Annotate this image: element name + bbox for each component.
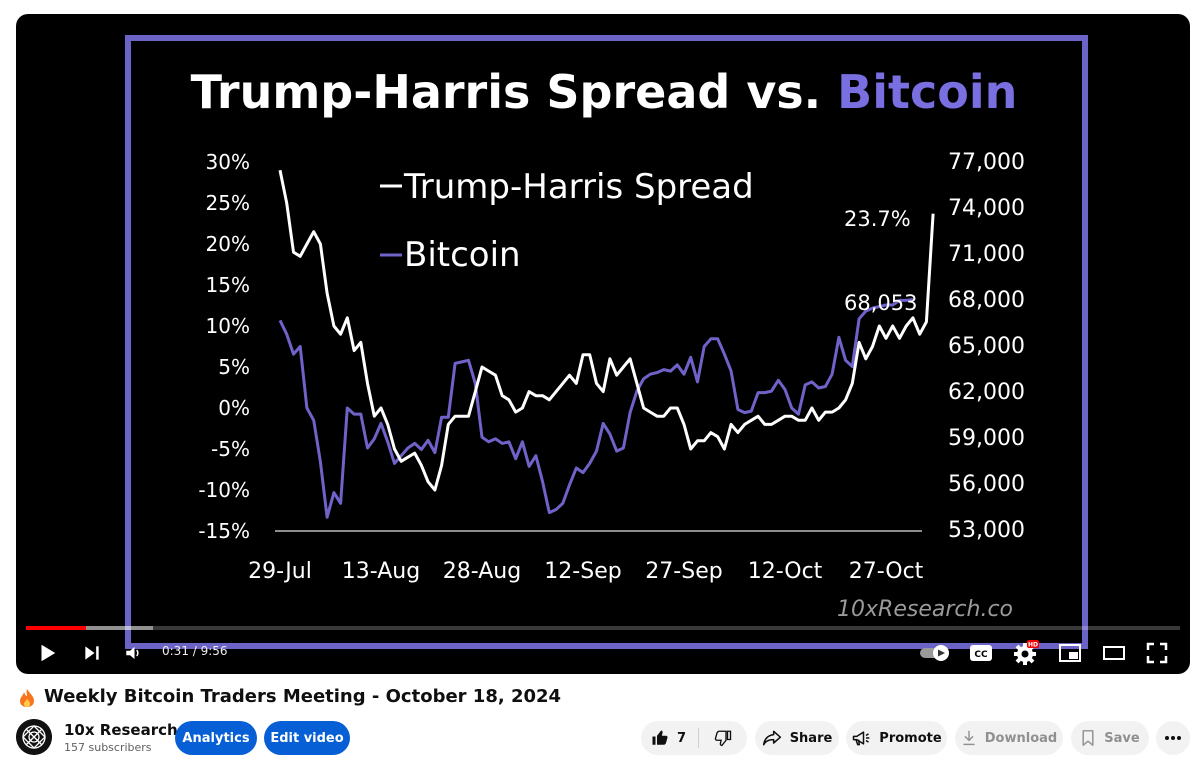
y-right-tick-label: 59,000 xyxy=(948,426,1025,451)
gear-icon: HD xyxy=(1014,640,1039,665)
y-axis-right: 77,000 74,000 71,000 68,000 65,000 62,000 59,0… xyxy=(948,150,1025,543)
thumbs-down-icon xyxy=(714,730,732,747)
svg-text:CC: CC xyxy=(974,650,988,660)
x-tick-label: 12-Oct xyxy=(748,559,823,584)
video-title: Weekly Bitcoin Traders Meeting - October… xyxy=(44,686,562,707)
y-left-tick-label: 15% xyxy=(206,273,250,297)
subscriber-count: 157 subscribers xyxy=(64,741,152,754)
skip-next-icon xyxy=(85,646,99,660)
share-label: Share xyxy=(789,730,833,746)
progress-bar[interactable] xyxy=(26,626,1180,630)
watermark: 10xResearch.co xyxy=(837,597,1013,622)
play-button[interactable] xyxy=(36,641,58,665)
bookmark-icon xyxy=(1082,730,1094,746)
settings-button[interactable]: HD xyxy=(1012,639,1040,667)
y-left-tick-label: -5% xyxy=(211,437,250,461)
fullscreen-button[interactable] xyxy=(1144,641,1170,665)
miniplayer-button[interactable] xyxy=(1056,641,1084,665)
fullscreen-icon xyxy=(1146,642,1168,664)
download-button[interactable]: Download xyxy=(955,721,1063,755)
autoplay-toggle-icon xyxy=(920,645,949,661)
cc-icon: CC xyxy=(970,645,992,661)
y-axis-left: 30% 25% 20% 15% 10% 5% 0% -5% -10% -15% xyxy=(198,150,250,543)
video-frame: Trump-Harris Spread vs. Bitcoin Trump-Ha… xyxy=(125,35,1088,649)
x-axis: 29-Jul 13-Aug 28-Aug 12-Sep 27-Sep 12-Oct 27-O… xyxy=(248,559,924,584)
autoplay-toggle[interactable] xyxy=(918,643,952,663)
fire-icon xyxy=(20,689,34,707)
legend-label-spread: Trump-Harris Spread xyxy=(403,167,754,207)
download-label: Download xyxy=(984,730,1058,746)
more-icon xyxy=(1165,736,1181,740)
series-line-bitcoin xyxy=(278,298,914,519)
volume-icon xyxy=(126,647,139,659)
download-icon xyxy=(963,730,975,746)
miniplayer-icon xyxy=(1059,644,1081,662)
x-tick-label: 28-Aug xyxy=(443,559,521,584)
y-left-tick-label: 25% xyxy=(206,191,250,215)
theater-mode-button[interactable] xyxy=(1100,641,1128,665)
share-icon xyxy=(762,730,781,746)
end-label-bitcoin: 68,053 xyxy=(844,291,917,315)
megaphone-icon xyxy=(853,731,870,746)
x-tick-label: 27-Oct xyxy=(849,559,924,584)
x-tick-label: 13-Aug xyxy=(342,559,420,584)
promote-button[interactable]: Promote xyxy=(846,721,947,755)
time-display: 0:31 / 9:56 xyxy=(162,644,228,658)
y-left-tick-label: -10% xyxy=(198,478,250,502)
share-button[interactable]: Share xyxy=(755,721,839,755)
y-right-tick-label: 65,000 xyxy=(948,334,1025,359)
svg-text:HD: HD xyxy=(1028,642,1038,649)
y-left-tick-label: -15% xyxy=(198,519,250,543)
y-right-tick-label: 56,000 xyxy=(948,472,1025,497)
save-label: Save xyxy=(1104,730,1140,746)
more-actions-button[interactable] xyxy=(1156,721,1190,755)
y-left-tick-label: 0% xyxy=(218,396,250,420)
analytics-button[interactable]: Analytics xyxy=(175,721,257,755)
x-tick-label: 29-Jul xyxy=(248,559,312,584)
hd-badge xyxy=(1027,640,1039,648)
mute-button[interactable] xyxy=(122,641,144,665)
y-right-tick-label: 74,000 xyxy=(948,196,1025,221)
thumbs-up-icon xyxy=(652,730,668,745)
dislike-button[interactable] xyxy=(699,721,747,755)
channel-logo-icon xyxy=(16,719,52,755)
y-left-tick-label: 20% xyxy=(206,232,250,256)
y-right-tick-label: 62,000 xyxy=(948,380,1025,405)
promote-label: Promote xyxy=(879,730,942,746)
progress-played xyxy=(26,626,86,630)
series-layer: 23.7% 68,053 xyxy=(278,169,935,519)
edit-video-button[interactable]: Edit video xyxy=(264,721,350,755)
channel-name[interactable]: 10x Research xyxy=(64,721,178,739)
end-label-spread: 23.7% xyxy=(844,207,911,231)
chart-legend: Trump-Harris Spread Bitcoin xyxy=(380,167,754,275)
series-line-spread xyxy=(278,169,935,492)
chart-title: Trump-Harris Spread vs. Bitcoin xyxy=(191,65,1018,119)
y-right-tick-label: 53,000 xyxy=(948,518,1025,543)
progress-buffered xyxy=(26,626,153,630)
y-right-tick-label: 68,000 xyxy=(948,288,1025,313)
like-divider xyxy=(698,728,699,748)
y-left-tick-label: 30% xyxy=(206,150,250,174)
play-icon xyxy=(41,644,56,662)
video-player[interactable]: Trump-Harris Spread vs. Bitcoin Trump-Ha… xyxy=(16,14,1190,674)
y-left-tick-label: 10% xyxy=(206,314,250,338)
channel-avatar[interactable] xyxy=(16,719,52,755)
legend-label-bitcoin: Bitcoin xyxy=(404,235,521,275)
captions-button[interactable]: CC xyxy=(968,641,994,665)
slide-border xyxy=(125,35,1088,649)
like-button[interactable]: 7 xyxy=(641,721,686,755)
y-left-tick-label: 5% xyxy=(218,355,250,379)
x-tick-label: 12-Sep xyxy=(544,559,621,584)
theater-icon xyxy=(1103,646,1125,660)
y-right-tick-label: 77,000 xyxy=(948,150,1025,175)
like-dislike-group: 7 xyxy=(641,721,747,755)
y-right-tick-label: 71,000 xyxy=(948,242,1025,267)
like-count: 7 xyxy=(677,730,687,746)
x-tick-label: 27-Sep xyxy=(645,559,722,584)
next-button[interactable] xyxy=(80,641,104,665)
save-button[interactable]: Save xyxy=(1071,721,1149,755)
